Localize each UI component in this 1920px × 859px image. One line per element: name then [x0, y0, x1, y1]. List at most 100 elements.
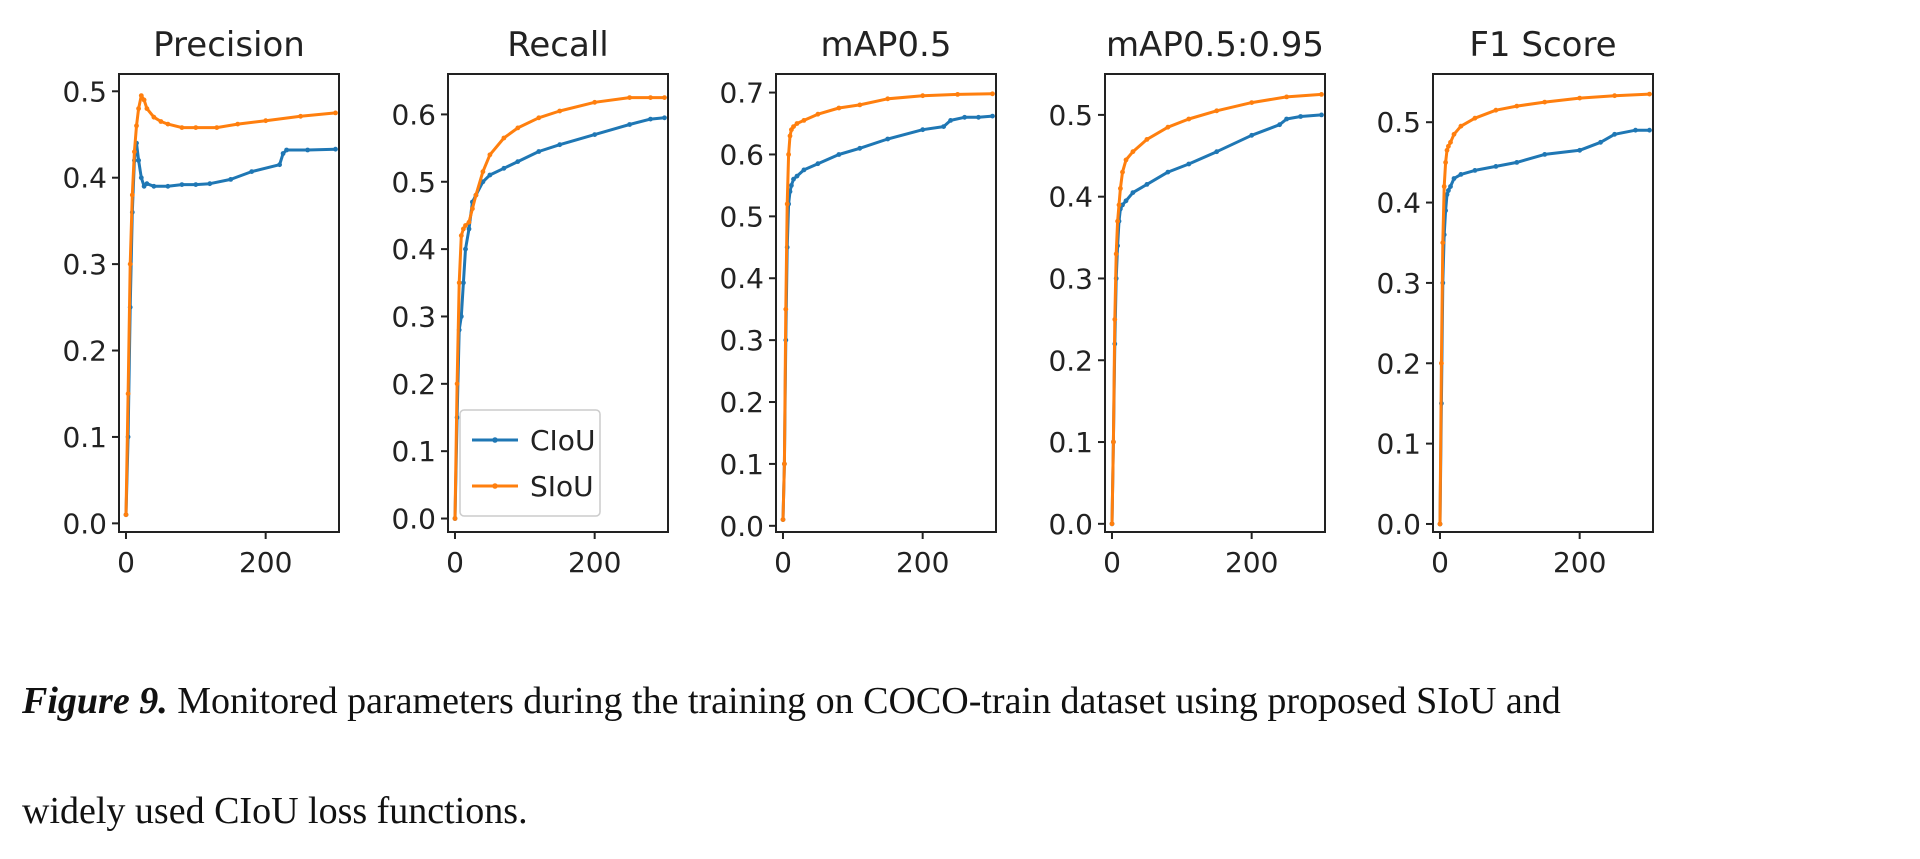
data-point-ciou-map0-5-0-95: [1144, 182, 1150, 187]
data-point-siou-map0-5-0-95: [1123, 157, 1129, 163]
data-point-siou-map0-5-0-95: [1214, 108, 1220, 114]
data-point-ciou-precision: [280, 151, 286, 156]
y-tick-label-recall: 0.6: [391, 98, 436, 131]
data-point-siou-map0-5: [794, 121, 800, 126]
data-point-ciou-map0-5: [836, 152, 842, 157]
data-point-ciou-map0-5: [990, 113, 995, 119]
data-point-ciou-map0-5: [885, 136, 891, 142]
y-tick-label-map0-5-0-95: 0.5: [1048, 99, 1093, 132]
data-point-siou-recall: [480, 169, 486, 175]
plot-area-precision: [123, 93, 338, 518]
y-tick-label-f1-score: 0.0: [1376, 508, 1421, 541]
data-point-siou-recall: [466, 219, 472, 225]
data-point-siou-precision: [263, 118, 269, 124]
data-point-ciou-map0-5: [920, 127, 926, 133]
y-tick-label-map0-5: 0.0: [719, 510, 764, 543]
data-point-siou-precision: [235, 121, 241, 127]
x-tick-label-map0-5: 200: [896, 546, 949, 579]
data-point-ciou-precision: [207, 181, 213, 187]
panel-recall: Recall 0.0 0.1 0.2 0.3 0.4 0.5 0.6 0 200 CIoU SIoU: [391, 25, 669, 579]
data-point-siou-map0-5-0-95: [1284, 94, 1289, 100]
data-point-siou-recall: [452, 516, 458, 521]
data-point-ciou-f1-score: [1493, 164, 1499, 169]
data-point-ciou-precision: [165, 183, 171, 189]
data-point-siou-map0-5: [784, 201, 790, 207]
data-point-ciou-precision: [138, 175, 144, 181]
data-point-siou-recall: [536, 115, 542, 121]
legend-marker-ciou: [492, 437, 498, 443]
data-point-ciou-recall: [557, 142, 563, 148]
figure-caption-label: Figure 9.: [22, 680, 168, 722]
plot-area-map0-5-0-95: [1109, 92, 1324, 527]
axes-frame-map0-5: [775, 73, 997, 533]
series-line-ciou-f1-score: [1438, 128, 1650, 525]
data-point-ciou-map0-5: [791, 176, 796, 182]
y-tick-label-precision: 0.5: [62, 75, 107, 108]
y-tick-label-map0-5: 0.6: [719, 138, 764, 171]
data-point-ciou-map0-5: [976, 114, 981, 120]
legend-label-siou: SIoU: [530, 470, 594, 503]
data-point-ciou-recall: [536, 149, 542, 154]
panel-title-recall: Recall: [507, 25, 608, 65]
y-tick-label-precision: 0.3: [62, 248, 107, 281]
data-point-ciou-f1-score: [1633, 127, 1638, 133]
series-line-siou-f1-score: [1438, 92, 1650, 525]
data-point-ciou-recall: [458, 314, 464, 319]
data-point-ciou-precision: [228, 177, 234, 182]
data-point-ciou-recall: [515, 159, 521, 165]
data-point-siou-f1-score: [1440, 240, 1446, 246]
data-point-ciou-precision: [151, 183, 157, 189]
data-point-siou-map0-5: [990, 91, 995, 97]
plot-area-f1-score: [1437, 91, 1652, 527]
data-point-siou-f1-score: [1444, 147, 1450, 153]
axes-frame-precision: [118, 73, 340, 533]
panel-precision: Precision 0.0 0.1 0.2 0.3 0.4 0.5 0 200: [62, 25, 340, 579]
data-point-siou-precision: [125, 391, 131, 397]
data-point-ciou-recall: [592, 132, 598, 138]
y-tick-label-recall: 0.2: [391, 368, 436, 401]
data-point-siou-precision: [158, 119, 164, 124]
panel-map0-5: mAP0.5 0.0 0.1 0.2 0.3 0.4 0.5 0.6 0.7 0 200: [719, 25, 997, 579]
data-point-siou-f1-score: [1451, 131, 1457, 137]
plot-area-map0-5: [780, 91, 995, 522]
y-tick-label-map0-5-0-95: 0.3: [1048, 262, 1093, 295]
data-point-ciou-f1-score: [1444, 192, 1450, 197]
legend-label-ciou: CIoU: [530, 424, 595, 457]
data-point-siou-recall: [456, 280, 462, 286]
data-point-ciou-precision: [193, 182, 199, 188]
data-point-siou-f1-score: [1542, 99, 1548, 105]
x-tick-label-recall: 0: [446, 546, 464, 579]
data-point-siou-map0-5-0-95: [1186, 116, 1192, 122]
y-tick-label-map0-5: 0.4: [719, 262, 764, 295]
data-point-ciou-precision: [277, 162, 282, 168]
data-point-siou-recall: [662, 95, 667, 100]
data-point-ciou-f1-score: [1472, 168, 1478, 173]
data-point-siou-recall: [648, 95, 653, 100]
data-point-ciou-recall: [487, 172, 493, 178]
data-point-siou-map0-5: [782, 461, 787, 467]
x-tick-label-map0-5-0-95: 200: [1225, 546, 1278, 579]
axes-frame-f1-score: [1432, 73, 1654, 533]
data-point-siou-map0-5: [815, 111, 821, 117]
legend-box: [459, 409, 601, 517]
data-point-siou-f1-score: [1577, 95, 1583, 101]
data-point-siou-recall: [592, 99, 598, 105]
data-point-siou-recall: [501, 135, 507, 141]
panel-map0-5-0-95: mAP0.5:0.95 0.0 0.1 0.2 0.3 0.4 0.5 0 200: [1048, 25, 1326, 579]
data-point-ciou-precision: [249, 169, 255, 175]
y-tick-label-map0-5-0-95: 0.2: [1048, 344, 1093, 377]
y-tick-label-map0-5: 0.2: [719, 386, 764, 419]
data-point-siou-precision: [298, 113, 303, 119]
x-tick-label-precision: 0: [117, 546, 135, 579]
data-point-siou-map0-5-0-95: [1116, 202, 1122, 208]
data-point-ciou-map0-5: [948, 118, 953, 123]
data-point-siou-map0-5-0-95: [1130, 149, 1136, 155]
data-point-siou-map0-5: [787, 133, 793, 139]
data-point-siou-precision: [179, 125, 185, 130]
data-point-siou-precision: [165, 121, 171, 127]
data-point-siou-f1-score: [1472, 115, 1478, 121]
data-point-siou-map0-5-0-95: [1112, 317, 1118, 322]
data-point-ciou-precision: [333, 146, 338, 152]
data-point-siou-f1-score: [1439, 360, 1444, 366]
data-point-ciou-map0-5-0-95: [1284, 116, 1289, 122]
